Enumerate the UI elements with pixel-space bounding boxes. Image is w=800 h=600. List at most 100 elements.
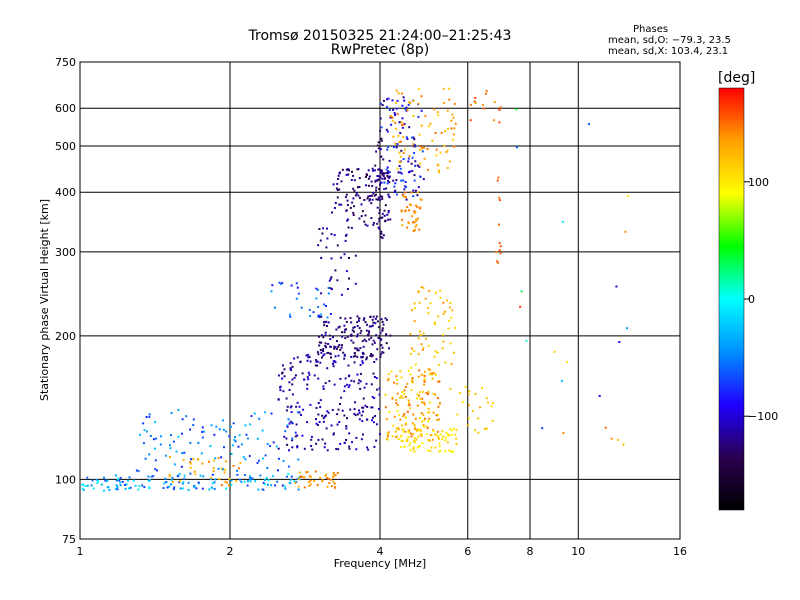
- data-point: [313, 480, 315, 482]
- data-point: [276, 480, 279, 483]
- data-point: [210, 424, 213, 427]
- data-point: [403, 389, 406, 392]
- data-point: [429, 450, 432, 453]
- data-point: [328, 482, 331, 484]
- data-point: [345, 270, 348, 273]
- data-point: [280, 282, 283, 285]
- data-point: [336, 244, 339, 247]
- data-point: [453, 427, 455, 430]
- data-point: [416, 393, 419, 396]
- data-point: [302, 408, 305, 411]
- data-point: [250, 477, 253, 480]
- data-point: [604, 426, 607, 429]
- data-point: [474, 429, 476, 432]
- data-point: [626, 194, 629, 197]
- data-point: [430, 372, 432, 375]
- data-point: [358, 327, 361, 330]
- data-point: [485, 427, 488, 430]
- data-point: [383, 99, 385, 102]
- data-point: [420, 198, 423, 201]
- data-point: [118, 479, 121, 482]
- data-point: [434, 433, 437, 436]
- data-point: [383, 209, 386, 212]
- data-point: [419, 148, 422, 151]
- data-point: [448, 433, 451, 436]
- data-point: [408, 403, 411, 406]
- data-point: [315, 287, 318, 290]
- x-tick-label: 8: [527, 545, 534, 558]
- data-point: [360, 215, 363, 218]
- data-point: [441, 347, 444, 350]
- data-point: [525, 339, 528, 342]
- data-point: [278, 457, 280, 460]
- data-point: [193, 470, 196, 473]
- data-point: [416, 194, 419, 197]
- data-point: [451, 433, 454, 436]
- data-point: [398, 414, 400, 417]
- data-point: [86, 484, 89, 487]
- data-point: [417, 375, 420, 378]
- data-point: [316, 364, 319, 367]
- data-point: [371, 324, 374, 327]
- data-point: [386, 174, 389, 177]
- data-point: [318, 421, 321, 423]
- data-point: [487, 401, 489, 404]
- data-point: [373, 361, 376, 363]
- data-point: [427, 368, 430, 371]
- data-point: [451, 113, 454, 116]
- data-point: [446, 441, 449, 444]
- data-point: [404, 423, 407, 426]
- data-point: [353, 205, 355, 208]
- data-point: [148, 413, 151, 416]
- data-point: [425, 337, 428, 340]
- x-tick-label: 4: [377, 545, 384, 558]
- data-point: [264, 454, 267, 457]
- data-point: [239, 462, 242, 464]
- data-point: [258, 459, 260, 462]
- data-point: [320, 334, 323, 337]
- data-point: [396, 404, 399, 406]
- data-point: [337, 472, 339, 474]
- x-tick-label: 6: [464, 545, 471, 558]
- data-point: [407, 160, 410, 163]
- data-point: [383, 188, 386, 190]
- data-point: [388, 159, 391, 162]
- data-point: [214, 478, 217, 481]
- data-point: [281, 377, 283, 380]
- data-point: [353, 189, 356, 192]
- data-point: [404, 430, 407, 433]
- data-point: [115, 479, 118, 482]
- data-point: [382, 158, 385, 161]
- data-point: [449, 388, 452, 391]
- x-axis-label: Frequency [MHz]: [334, 557, 426, 570]
- data-point: [228, 435, 231, 438]
- data-point: [322, 336, 325, 339]
- data-point: [173, 463, 176, 466]
- data-point: [383, 181, 386, 184]
- data-point: [369, 354, 372, 357]
- data-point: [419, 198, 422, 201]
- data-point: [427, 420, 430, 423]
- data-point: [400, 446, 403, 449]
- data-point: [134, 484, 137, 487]
- data-point: [187, 488, 190, 491]
- data-point: [316, 484, 319, 487]
- data-point: [359, 372, 362, 375]
- data-point: [209, 478, 212, 481]
- data-point: [438, 380, 441, 383]
- data-point: [471, 410, 474, 412]
- data-point: [443, 310, 446, 313]
- data-point: [201, 487, 204, 490]
- data-point: [372, 221, 375, 224]
- data-point: [285, 397, 288, 400]
- data-point: [391, 435, 394, 438]
- y-axis-ticks: 75 100 200 300 400 500 600 750: [55, 56, 76, 546]
- data-point: [407, 221, 410, 224]
- data-point: [194, 473, 197, 476]
- data-point: [394, 114, 397, 116]
- data-point: [418, 428, 421, 431]
- data-point: [289, 406, 292, 409]
- data-point: [377, 336, 380, 339]
- stats-o-mode: mean, sd,O: −79.3, 23.5: [608, 35, 731, 46]
- data-point: [108, 489, 111, 491]
